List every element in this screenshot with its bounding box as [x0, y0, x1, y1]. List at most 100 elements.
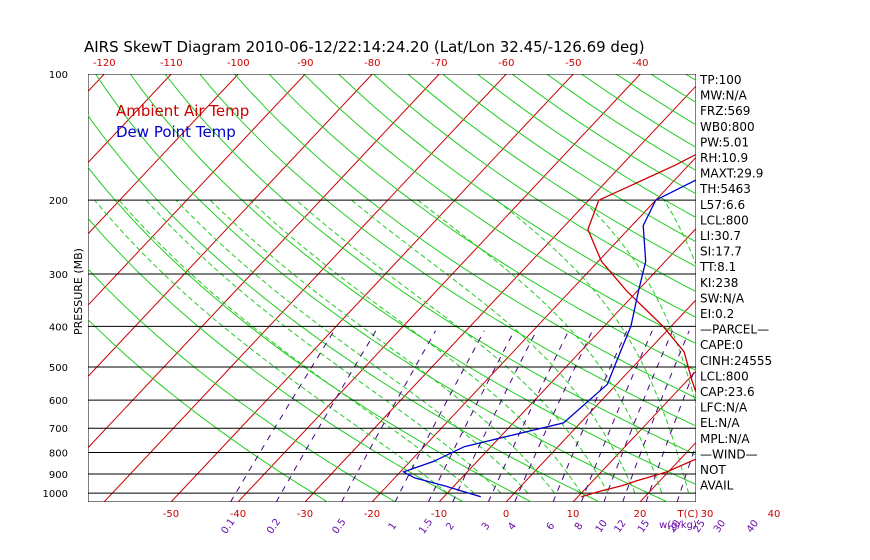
index-entry: TH:5463 — [699, 182, 751, 196]
top-temp-tick-label: -60 — [498, 58, 514, 69]
bottom-temp-tick-label: 40 — [768, 509, 781, 520]
moist-adiabat-line — [249, 199, 582, 494]
dry-adiabat-line — [268, 74, 696, 372]
dry-adiabat-line — [88, 114, 600, 502]
y-axis-label: PRESSURE (MB) — [72, 248, 85, 335]
moist-adiabat-line — [496, 199, 689, 494]
isotherm-line — [774, 74, 870, 502]
bottom-temp-tick-label: 20 — [634, 509, 647, 520]
bottom-temp-tick-label: -20 — [364, 509, 380, 520]
dry-adiabat-line — [88, 268, 397, 502]
mixing-ratio-line — [230, 330, 335, 502]
moist-adiabat-line — [787, 200, 796, 493]
index-entry: LFC:N/A — [700, 401, 748, 415]
background-grid — [0, 74, 870, 502]
index-entry: MAXT:29.9 — [700, 167, 763, 181]
index-entry: SI:17.7 — [700, 245, 742, 259]
mixing-ratio-label: 2 — [444, 521, 457, 533]
index-entry: MPL:N/A — [700, 432, 750, 446]
mixing-ratio-line — [452, 330, 537, 502]
mixing-ratio-label: 6 — [545, 521, 558, 533]
dry-adiabat-line — [303, 74, 696, 345]
mixing-ratio-line — [514, 330, 593, 502]
mixing-ratio-label: 0.2 — [265, 517, 283, 536]
legend: Ambient Air Temp Dew Point Temp — [116, 102, 249, 141]
index-entry: WB0:800 — [700, 120, 755, 134]
mixing-ratio-line — [341, 330, 436, 502]
bottom-temp-tick-label: -40 — [230, 509, 246, 520]
isotherm-line — [304, 85, 696, 502]
index-entry: KI:238 — [700, 276, 738, 290]
dry-adiabat-line — [129, 74, 696, 485]
bottom-axis-unit-label: T(C) — [677, 509, 699, 520]
isotherm-line — [237, 74, 641, 502]
mixing-ratio-label: 3 — [480, 521, 493, 533]
dry-adiabat-line — [755, 74, 870, 502]
dry-adiabat-line — [164, 74, 696, 456]
mixing-ratio-line — [394, 330, 485, 502]
index-entry: L57:6.6 — [700, 198, 745, 212]
dry-adiabat-line — [859, 74, 870, 502]
mixing-ratio-line — [427, 330, 515, 502]
isotherm-line — [371, 156, 696, 502]
mixing-ratio-label: 15 — [636, 518, 652, 535]
index-entry: NOT — [700, 463, 726, 477]
mixing-ratio-unit-label: w(g/kg) — [659, 520, 697, 531]
top-temp-tick-label: -100 — [227, 58, 250, 69]
pressure-tick-label: 800 — [49, 449, 68, 460]
dry-adiabat-line — [650, 74, 696, 104]
dry-adiabat-line — [407, 74, 696, 268]
dry-adiabat-line — [95, 74, 668, 502]
chart-title: AIRS SkewT Diagram 2010-06-12/22:14:24.2… — [84, 38, 645, 56]
legend-ambient-temp: Ambient Air Temp — [116, 102, 249, 120]
isotherm-line — [88, 74, 172, 164]
bottom-temp-tick-label: 10 — [567, 509, 580, 520]
moist-adiabat-line — [145, 199, 502, 494]
pressure-tick-label: 700 — [49, 424, 68, 435]
index-entry: RH:10.9 — [700, 151, 748, 165]
mixing-ratio-label: 0.5 — [330, 517, 348, 536]
bottom-temp-tick-label: 30 — [701, 509, 714, 520]
isotherm-line — [88, 74, 105, 93]
index-entry: CAPE:0 — [700, 338, 743, 352]
isotherm-line — [572, 370, 696, 502]
index-entry: LI:30.7 — [700, 229, 741, 243]
isotherm-line — [170, 74, 574, 502]
index-entry: MW:N/A — [700, 89, 748, 103]
index-entry: EI:0.2 — [700, 307, 734, 321]
dry-adiabat-line — [88, 318, 329, 502]
isotherm-line — [841, 74, 870, 502]
index-entry: AVAIL — [700, 479, 734, 493]
top-temp-tick-label: -120 — [93, 58, 116, 69]
isotherm-line — [639, 441, 696, 502]
dry-adiabat-line — [338, 74, 696, 318]
mixing-ratio-label: 10 — [594, 518, 610, 535]
dry-adiabat-line — [88, 166, 532, 502]
bottom-temp-tick-label: -10 — [431, 509, 447, 520]
top-temp-tick-label: -110 — [160, 58, 183, 69]
pressure-tick-label: 500 — [49, 363, 68, 374]
mixing-ratio-line — [645, 365, 696, 502]
profile-lines — [401, 153, 696, 498]
dry-adiabat-line — [234, 74, 696, 399]
dewpoint-temp-line — [401, 179, 696, 498]
isotherm-line — [0, 74, 37, 502]
moist-adiabat-line — [118, 199, 475, 494]
pressure-tick-label: 900 — [49, 470, 68, 481]
index-entry: FRZ:569 — [700, 104, 750, 118]
mixing-ratio-label: 8 — [573, 521, 586, 533]
index-entry: —WIND— — [700, 447, 758, 461]
legend-dewpoint-temp: Dew Point Temp — [116, 123, 236, 141]
pressure-tick-label: 1000 — [43, 489, 68, 500]
moist-adiabat-line — [351, 199, 636, 494]
mixing-ratio-label: 40 — [745, 518, 761, 535]
moist-adiabat-line — [175, 199, 529, 494]
dry-adiabat-line — [88, 217, 464, 502]
top-temp-tick-label: -70 — [431, 58, 447, 69]
index-entry: CAP:23.6 — [700, 385, 755, 399]
bottom-temp-tick-label: -50 — [163, 509, 179, 520]
dry-adiabat-line — [824, 74, 870, 502]
bottom-temp-tick-label: -30 — [297, 509, 313, 520]
